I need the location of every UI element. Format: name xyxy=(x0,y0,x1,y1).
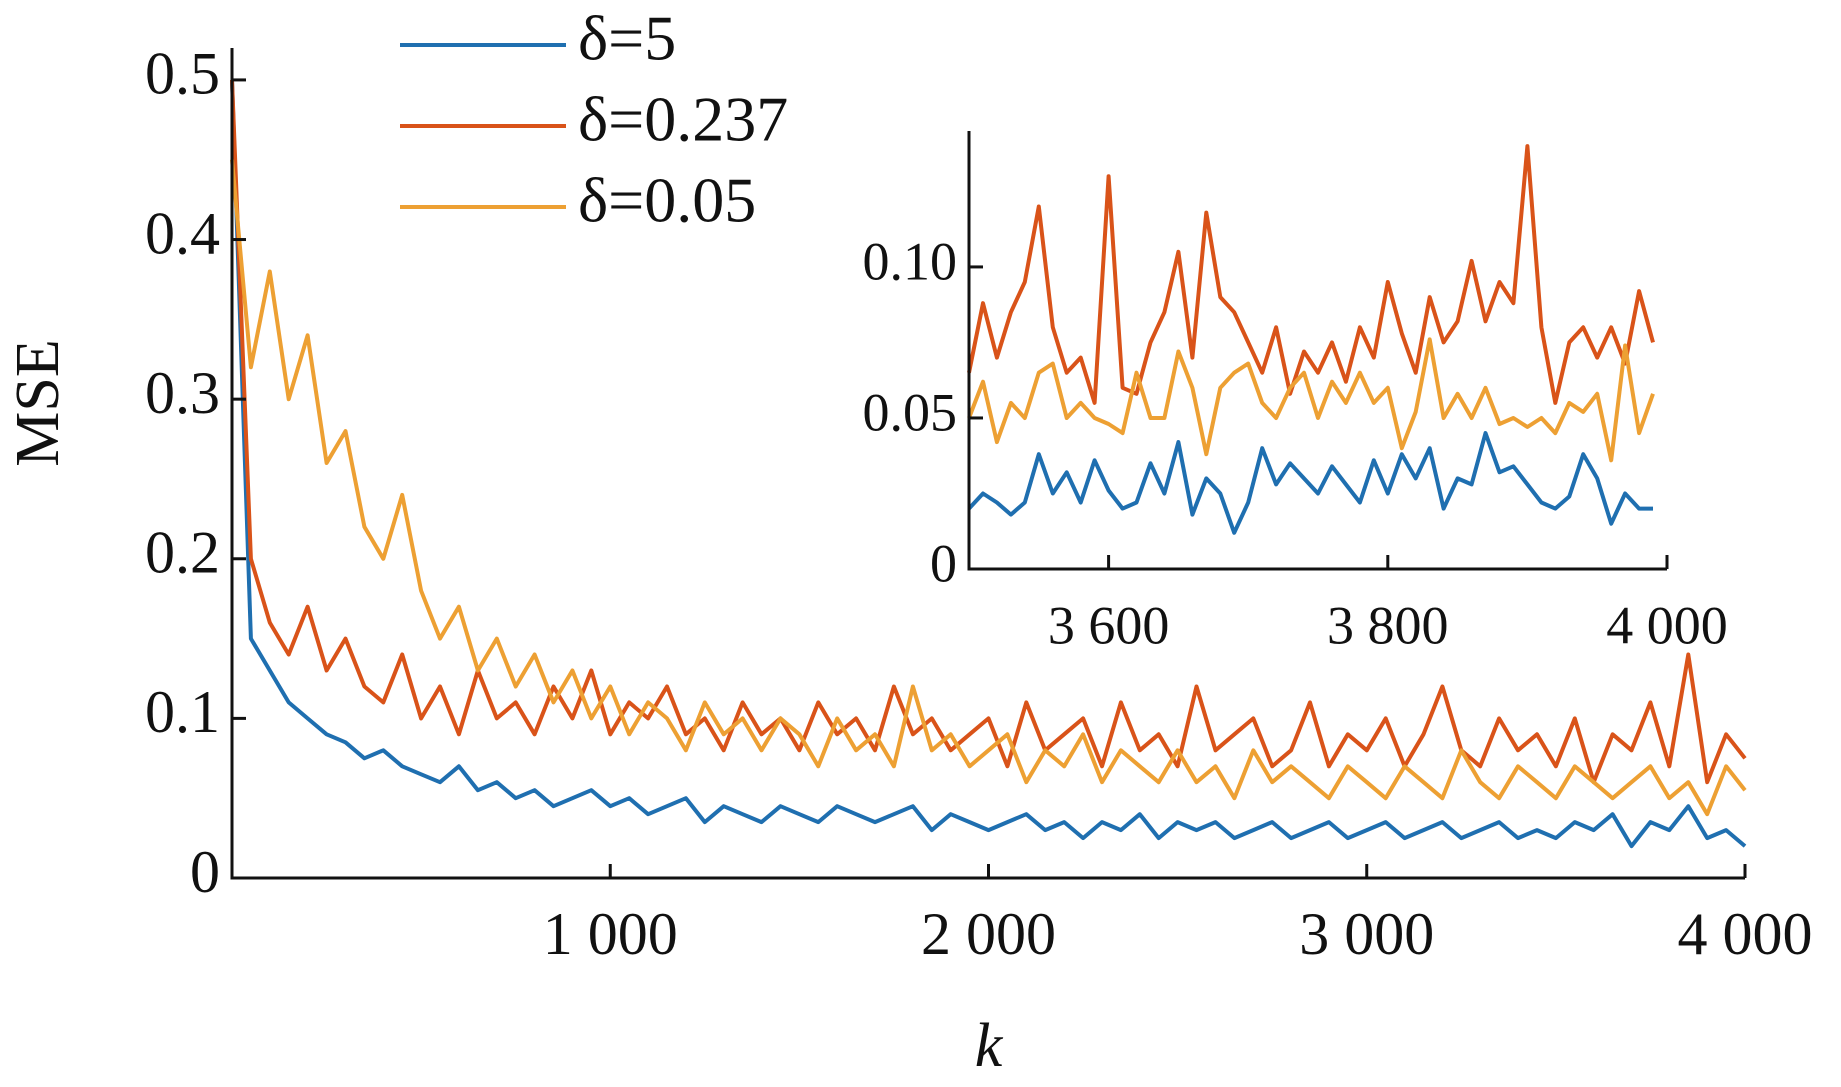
x-axis-label: k xyxy=(975,1012,1004,1080)
y-tick-label: 0.3 xyxy=(145,360,220,426)
legend-label: δ=5 xyxy=(578,3,676,74)
x-tick-label: 4 000 xyxy=(1606,595,1728,655)
x-tick-label: 4 000 xyxy=(1678,901,1813,967)
x-tick-label: 3 800 xyxy=(1327,595,1449,655)
y-tick-label: 0 xyxy=(930,533,957,593)
x-tick-label: 1 000 xyxy=(543,901,678,967)
y-tick-label: 0.4 xyxy=(145,200,220,266)
y-tick-label: 0.10 xyxy=(863,231,958,291)
y-tick-label: 0.1 xyxy=(145,679,220,745)
series-line xyxy=(967,431,1653,535)
x-tick-label: 3 000 xyxy=(1299,901,1434,967)
y-tick-label: 0.5 xyxy=(145,41,220,107)
y-tick-label: 0.05 xyxy=(863,382,958,442)
legend-label: δ=0.237 xyxy=(578,84,788,155)
series-line xyxy=(230,79,1747,849)
series-line xyxy=(967,144,1655,405)
series-line xyxy=(967,337,1655,463)
y-axis-label: MSE xyxy=(4,339,72,466)
x-tick-label: 2 000 xyxy=(921,901,1056,967)
x-tick-label: 3 600 xyxy=(1048,595,1170,655)
series-line xyxy=(230,79,1747,785)
legend-label: δ=0.05 xyxy=(578,165,756,236)
y-tick-label: 0 xyxy=(190,839,220,905)
series-line xyxy=(230,159,1747,817)
y-tick-label: 0.2 xyxy=(145,520,220,586)
